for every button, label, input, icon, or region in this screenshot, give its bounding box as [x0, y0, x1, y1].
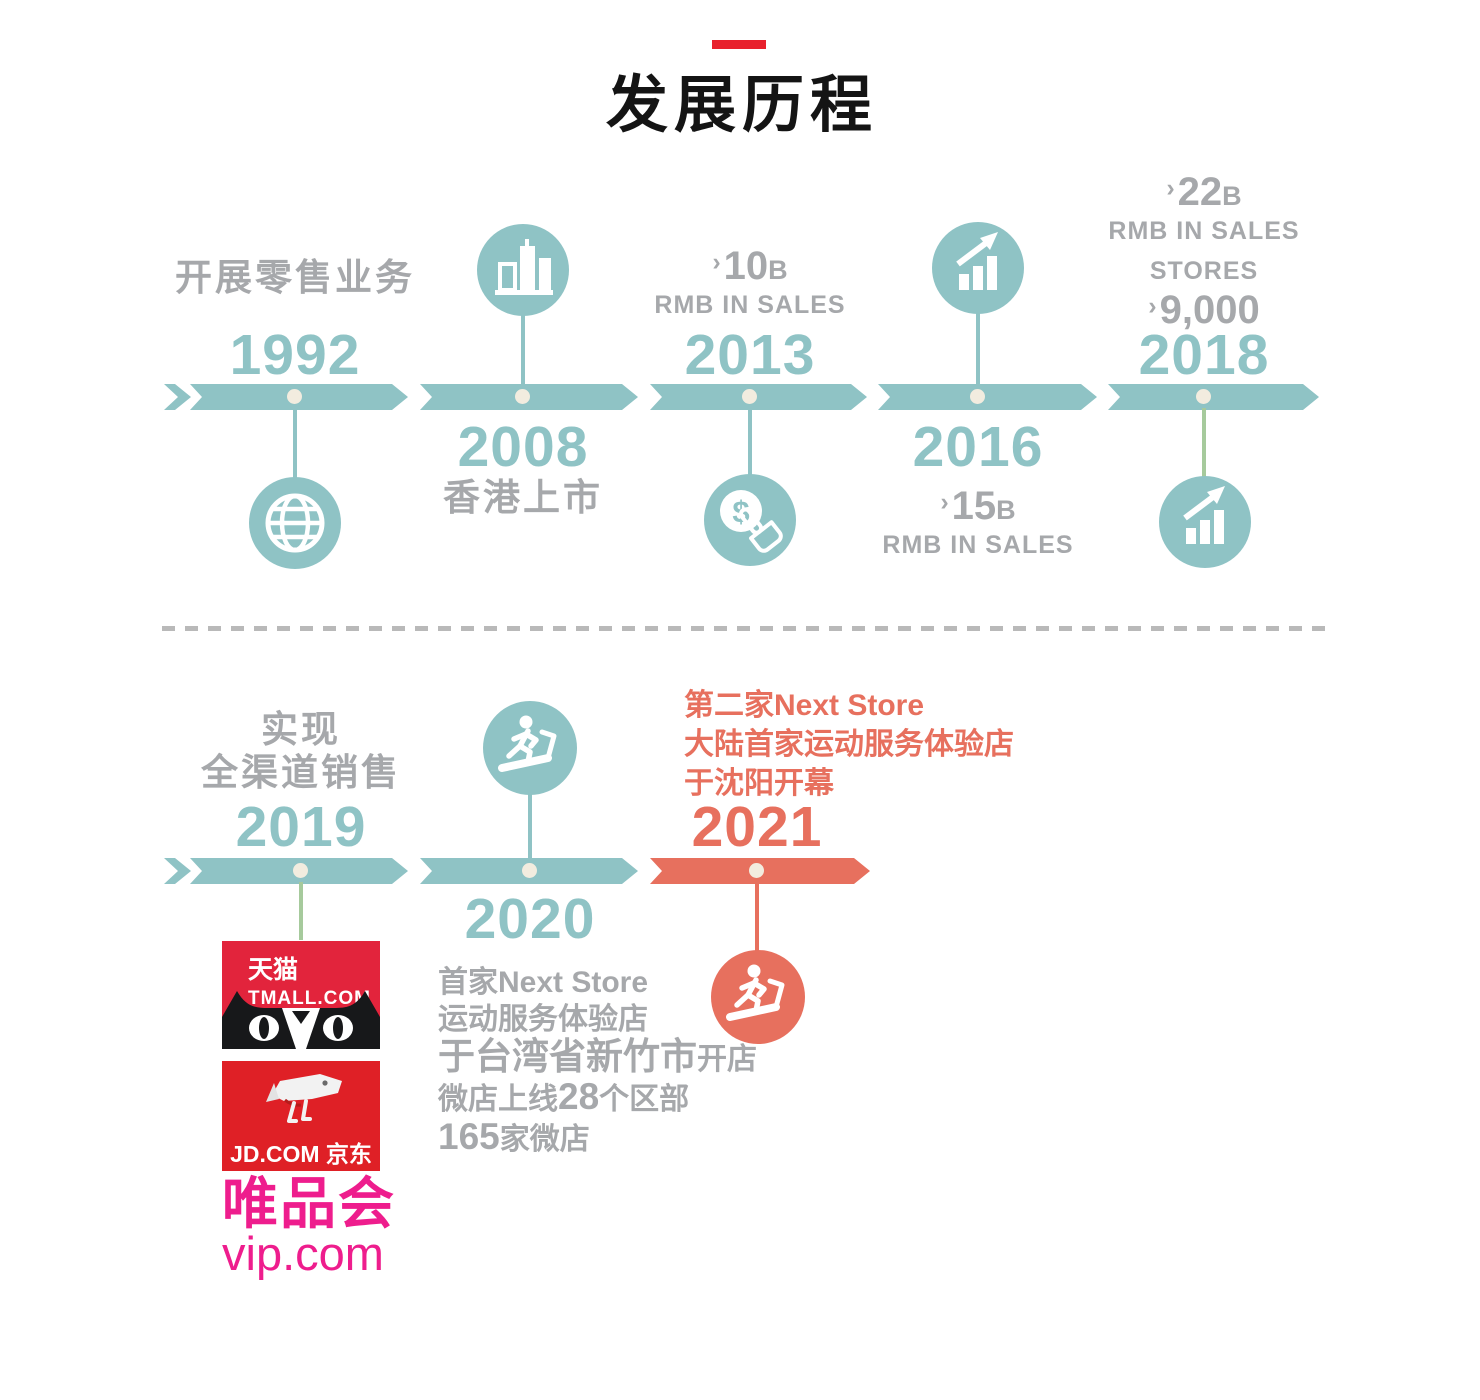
greater-than-icon: › [1148, 292, 1157, 320]
m2020-desc: 首家Next Store 运动服务体验店 于台湾省新竹市开店 微店上线28个区部 165… [438, 964, 757, 1158]
greater-than-icon: › [712, 248, 721, 276]
top-timeline-lead-chevron [164, 384, 191, 410]
m2020-desc-line: 首家Next Store [438, 966, 649, 999]
stat-2018-sales-caption: RMB IN SALES [1108, 217, 1300, 245]
stat-2013: ›10B RMB IN SALES [654, 242, 845, 320]
stat-2013-caption: RMB IN SALES [654, 291, 846, 319]
year-2019: 2019 [235, 795, 367, 859]
globe-icon [265, 493, 325, 553]
timeline-dot-2018 [1196, 389, 1211, 404]
treadmill-runner-icon [498, 715, 557, 772]
treadmill-runner-icon [726, 964, 785, 1021]
milestone-icon-circle-2008 [477, 224, 569, 316]
greater-than-icon: › [940, 488, 949, 516]
m2020-desc-line: 微店上线28个区部 [438, 1076, 690, 1117]
year-2018: 2018 [1138, 323, 1270, 387]
top-timeline-segment-2018 [1108, 384, 1319, 410]
year-2021: 2021 [691, 795, 823, 859]
jd-dog-icon: JD.COM 京东 [222, 1061, 380, 1171]
vip-logo-url: vip.com [222, 1227, 384, 1280]
coin-hand-icon: $ [720, 490, 783, 553]
title-accent-dash [712, 40, 766, 49]
connector-2019 [299, 882, 303, 940]
milestone-icon-circle-2016 [932, 222, 1024, 314]
year-2020: 2020 [464, 887, 596, 951]
year-2016: 2016 [912, 415, 1044, 479]
label-1992: 开展零售业务 [175, 257, 415, 298]
milestone-icon-circle-2020 [483, 701, 577, 795]
stat-2018-stores-value: ›9,000 [1148, 288, 1260, 332]
milestone-icon-circle-2021 [711, 950, 805, 1044]
stat-2018: ›22B RMB IN SALES STORES ›9,000 [1108, 168, 1299, 330]
page-title: 发展历程 [605, 71, 878, 140]
timeline-dot-2019 [293, 863, 308, 878]
timeline-dot-2013 [742, 389, 757, 404]
connector-2020 [528, 793, 532, 859]
top-timeline-segment-2016 [878, 384, 1097, 410]
milestone-icon-circle-2018 [1159, 476, 1251, 568]
timeline-dot-2016 [970, 389, 985, 404]
m2020-desc-line: 165家微店 [438, 1116, 590, 1157]
tmall-logo-cn: 天猫 [248, 956, 298, 984]
label-2019-line1: 实现 [261, 709, 341, 750]
growth-chart-icon [956, 232, 998, 290]
connector-1992 [293, 408, 297, 478]
m2021-desc-line1: 第二家Next Store [684, 689, 925, 722]
year-2008: 2008 [457, 415, 589, 479]
connector-2018 [1202, 408, 1206, 477]
year-1992: 1992 [229, 323, 361, 387]
label-2008: 香港上市 [443, 477, 603, 518]
greater-than-icon: › [1166, 174, 1175, 202]
stat-2018-stores-caption: STORES [1149, 257, 1259, 285]
timeline-dot-2021 [749, 863, 764, 878]
m2021-desc-line3: 于沈阳开幕 [684, 767, 834, 800]
connector-2013 [748, 408, 752, 475]
connector-2016 [976, 313, 980, 385]
m2020-desc-line: 运动服务体验店 [438, 1003, 648, 1036]
m2020-desc-line: 于台湾省新竹市开店 [438, 1036, 757, 1077]
buildings-icon [495, 239, 553, 295]
stat-2016: ›15B RMB IN SALES [882, 482, 1073, 560]
dashed-divider [162, 626, 1332, 631]
label-2019: 实现 全渠道销售 [201, 708, 401, 794]
stat-2013-value: ›10B [712, 244, 788, 288]
timeline-dot-2008 [515, 389, 530, 404]
timeline-dot-1992 [287, 389, 302, 404]
tmall-logo-en: TMALL.COM [248, 988, 371, 1009]
jd-logo-label: JD.COM 京东 [230, 1141, 372, 1167]
m2021-desc: 第二家Next Store 大陆首家运动服务体验店 于沈阳开幕 [684, 686, 1014, 803]
connector-2021 [755, 882, 759, 951]
milestone-icon-circle-2013: $ [704, 474, 796, 566]
m2021-desc-line2: 大陆首家运动服务体验店 [684, 728, 1014, 761]
growth-chart-icon [1183, 486, 1225, 544]
tmall-logo: 天猫 TMALL.COM [222, 941, 380, 1054]
jd-logo: JD.COM 京东 [222, 1061, 380, 1176]
label-2019-line2: 全渠道销售 [201, 752, 401, 793]
tmall-cat-icon: 天猫 TMALL.COM [222, 941, 380, 1049]
vip-logo-cn: 唯品会 [222, 1172, 396, 1235]
stat-2018-sales-value: ›22B [1166, 170, 1242, 214]
milestone-icon-circle-1992 [249, 477, 341, 569]
top-timeline-segment-2013 [650, 384, 867, 410]
stat-2016-value: ›15B [940, 484, 1016, 528]
connector-2008 [521, 315, 525, 385]
year-2013: 2013 [684, 323, 816, 387]
timeline-dot-2020 [522, 863, 537, 878]
bottom-timeline-lead-chevron [164, 858, 191, 884]
stat-2016-caption: RMB IN SALES [882, 531, 1074, 559]
